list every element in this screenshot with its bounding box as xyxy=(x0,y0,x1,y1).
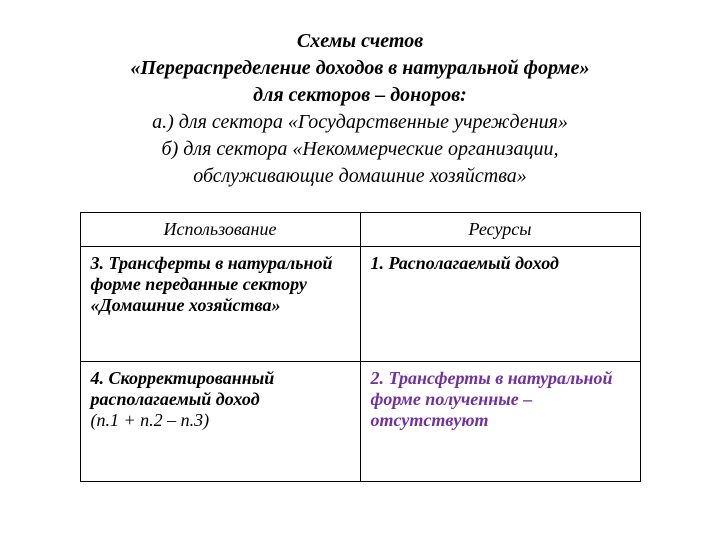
col-header-resources: Ресурсы xyxy=(360,213,640,247)
cell-resources-2: 2. Трансферты в натуральной форме получе… xyxy=(360,362,640,482)
title-line-4: а.) для сектора «Государственные учрежде… xyxy=(48,109,672,136)
cell-text: 2. Трансферты в натуральной форме получе… xyxy=(371,368,613,430)
table-row: 4. Скорректированный располагаемый доход… xyxy=(80,362,640,482)
cell-uses-2: 4. Скорректированный располагаемый доход… xyxy=(80,362,360,482)
title-line-1: Схемы счетов xyxy=(48,28,672,55)
cell-text-prefix: 4. Скорректированный располагаемый доход xyxy=(91,368,275,409)
title-line-2: «Перераспределение доходов в натуральной… xyxy=(48,55,672,82)
title-line-5: б) для сектора «Некоммерческие организац… xyxy=(48,136,672,163)
cell-text: 1. Располагаемый доход xyxy=(371,253,559,273)
table-header-row: Использование Ресурсы xyxy=(80,213,640,247)
title-line-3: для секторов – доноров: xyxy=(48,82,672,109)
cell-resources-1: 1. Располагаемый доход xyxy=(360,247,640,362)
col-header-uses: Использование xyxy=(80,213,360,247)
cell-uses-1: 3. Трансферты в натуральной форме переда… xyxy=(80,247,360,362)
accounts-table: Использование Ресурсы 3. Трансферты в на… xyxy=(80,212,641,482)
cell-text-suffix: (п.1 + п.2 – п.3) xyxy=(91,410,210,430)
title-block: Схемы счетов «Перераспределение доходов … xyxy=(48,28,672,190)
title-line-6: обслуживающие домашние хозяйства» xyxy=(48,163,672,190)
table-row: 3. Трансферты в натуральной форме переда… xyxy=(80,247,640,362)
cell-text: 3. Трансферты в натуральной форме переда… xyxy=(91,253,333,315)
slide: Схемы счетов «Перераспределение доходов … xyxy=(0,0,720,540)
